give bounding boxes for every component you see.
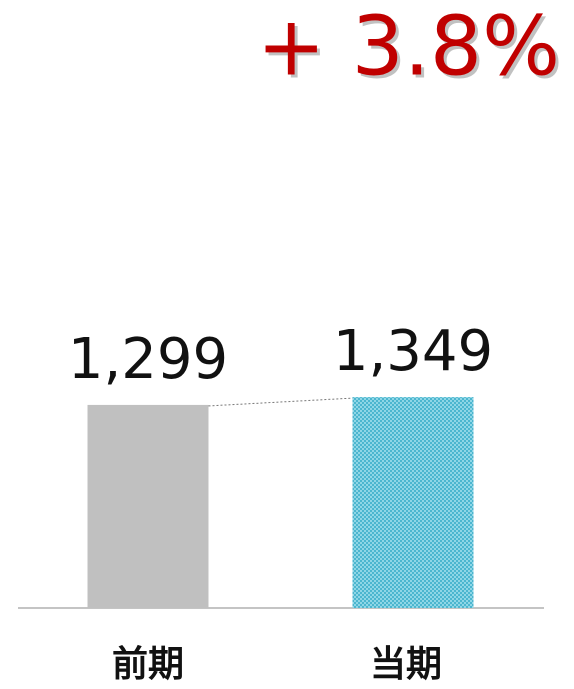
bar: [87, 404, 209, 608]
x-tick-label: 前期: [112, 644, 184, 685]
connector: [208, 397, 353, 407]
x-tick-label: 当期: [370, 644, 442, 685]
value-label: 1,299: [68, 327, 228, 392]
annotation: + 3.8%: [257, 0, 560, 94]
annotation-shadow: + 3.8%: [260, 2, 563, 97]
bar: [352, 397, 474, 608]
value-label: 1,349: [333, 319, 493, 384]
